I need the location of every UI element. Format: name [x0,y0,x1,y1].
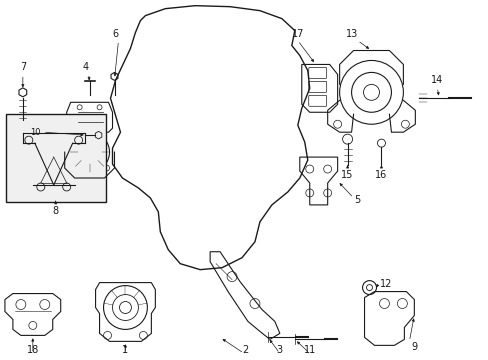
Text: 12: 12 [379,279,391,289]
Bar [6,114,105,202]
Text: 9: 9 [410,342,417,352]
Text: 10: 10 [30,128,41,137]
Text: 2: 2 [242,345,247,355]
Text: 16: 16 [375,170,387,180]
Text: 7: 7 [20,62,26,72]
Text: 14: 14 [430,75,443,85]
Text: 17: 17 [291,28,304,39]
Text: 5: 5 [354,195,360,205]
Text: 3: 3 [276,345,283,355]
Text: 18: 18 [27,345,39,355]
Text: 13: 13 [345,28,357,39]
Text: 15: 15 [341,170,353,180]
Text: 6: 6 [112,28,118,39]
Text: 11: 11 [303,345,315,355]
Text: 8: 8 [53,206,59,216]
Text: 4: 4 [82,62,88,72]
Text: 1: 1 [122,345,128,355]
